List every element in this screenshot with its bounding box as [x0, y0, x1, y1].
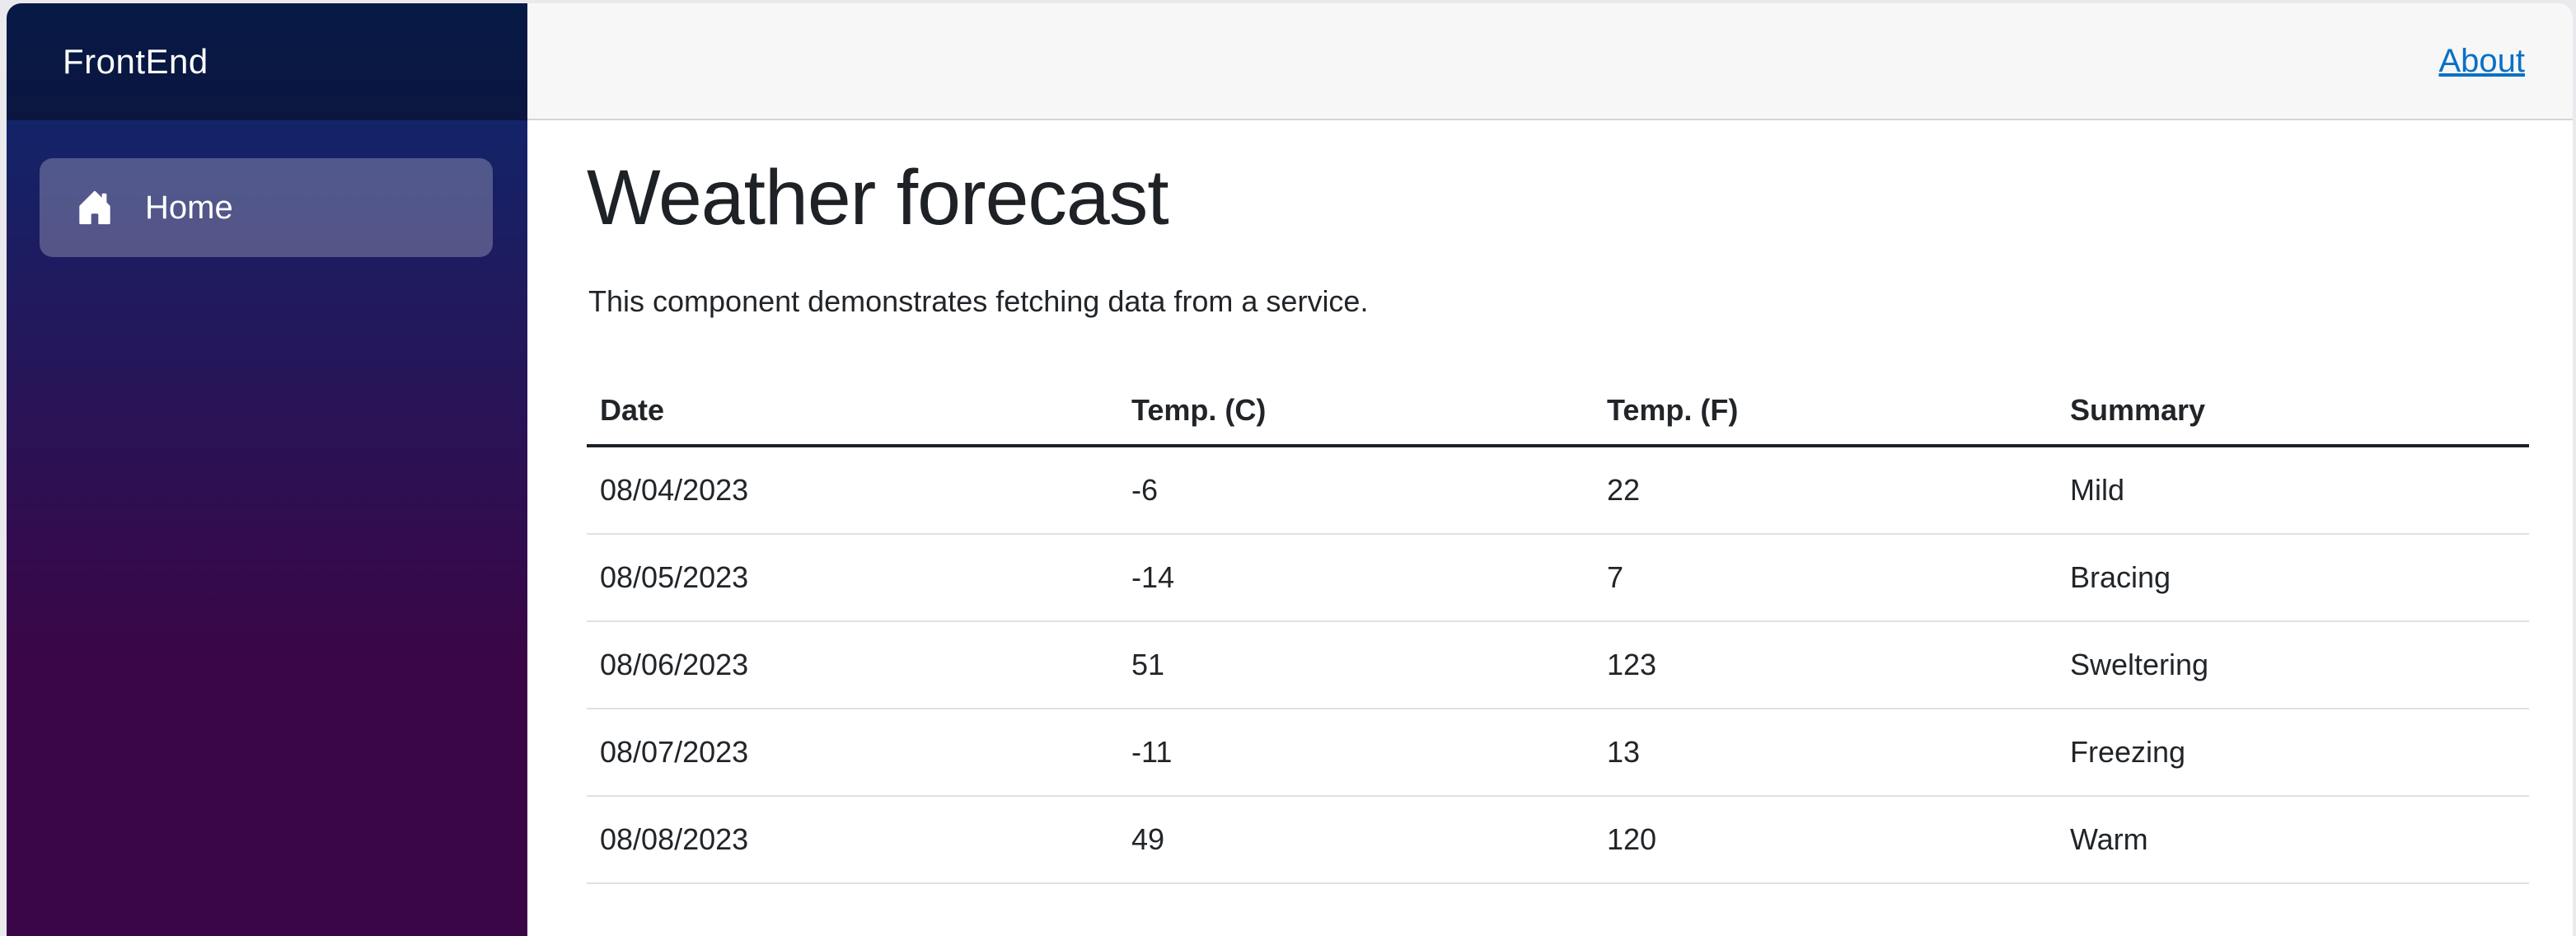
column-header: Summary — [2057, 388, 2529, 448]
table-cell: Sweltering — [2057, 621, 2529, 710]
table-cell: 22 — [1594, 446, 2057, 536]
table-cell: Mild — [2057, 446, 2529, 536]
sidebar-item-home[interactable]: Home — [40, 158, 493, 257]
house-icon — [76, 189, 114, 227]
table-cell: 123 — [1594, 621, 2057, 710]
table-row: 08/04/2023 -6 22 Mild — [587, 446, 2529, 536]
table-cell: 08/06/2023 — [587, 621, 1118, 710]
table-cell: -11 — [1118, 709, 1594, 798]
table-cell: 08/05/2023 — [587, 534, 1118, 623]
table-cell: 51 — [1118, 621, 1594, 710]
app-window: FrontEnd Home About Weather forecast Thi… — [7, 3, 2573, 936]
table-cell: Freezing — [2057, 709, 2529, 798]
table-cell: -14 — [1118, 534, 1594, 623]
sidebar-header: FrontEnd — [7, 3, 527, 120]
sidebar-nav: Home — [7, 158, 527, 257]
table-cell: 13 — [1594, 709, 2057, 798]
table-row: 08/08/2023 49 120 Warm — [587, 796, 2529, 885]
table-cell: 08/08/2023 — [587, 796, 1118, 885]
table-row: 08/07/2023 -11 13 Freezing — [587, 709, 2529, 798]
table-cell: Bracing — [2057, 534, 2529, 623]
table-row: 08/06/2023 51 123 Sweltering — [587, 621, 2529, 710]
app-brand-title: FrontEnd — [63, 42, 208, 81]
table-body: 08/04/2023 -6 22 Mild 08/05/2023 -14 7 Bracing 0… — [587, 446, 2529, 885]
table-cell: Warm — [2057, 796, 2529, 885]
about-link[interactable]: About — [2438, 42, 2525, 79]
sidebar: FrontEnd Home — [7, 3, 527, 936]
table-cell: -6 — [1118, 446, 1594, 536]
top-bar: About — [527, 3, 2573, 120]
table-cell: 49 — [1118, 796, 1594, 885]
column-header: Date — [587, 388, 1118, 448]
table-cell: 08/07/2023 — [587, 709, 1118, 798]
column-header: Temp. (F) — [1594, 388, 2057, 448]
main-column: About Weather forecast This component de… — [527, 3, 2573, 936]
table-cell: 120 — [1594, 796, 2057, 885]
table-header-row: Date Temp. (C) Temp. (F) Summary — [587, 388, 2529, 448]
column-header: Temp. (C) — [1118, 388, 1594, 448]
sidebar-item-label: Home — [145, 189, 233, 226]
table-cell: 7 — [1594, 534, 2057, 623]
table-row: 08/05/2023 -14 7 Bracing — [587, 534, 2529, 623]
forecast-table: Date Temp. (C) Temp. (F) Summary 08/04/2023… — [587, 388, 2529, 885]
main-content: Weather forecast This component demonstr… — [527, 120, 2573, 936]
page-description: This component demonstrates fetching dat… — [588, 284, 1369, 319]
table-cell: 08/04/2023 — [587, 446, 1118, 536]
page-title: Weather forecast — [587, 154, 1169, 241]
